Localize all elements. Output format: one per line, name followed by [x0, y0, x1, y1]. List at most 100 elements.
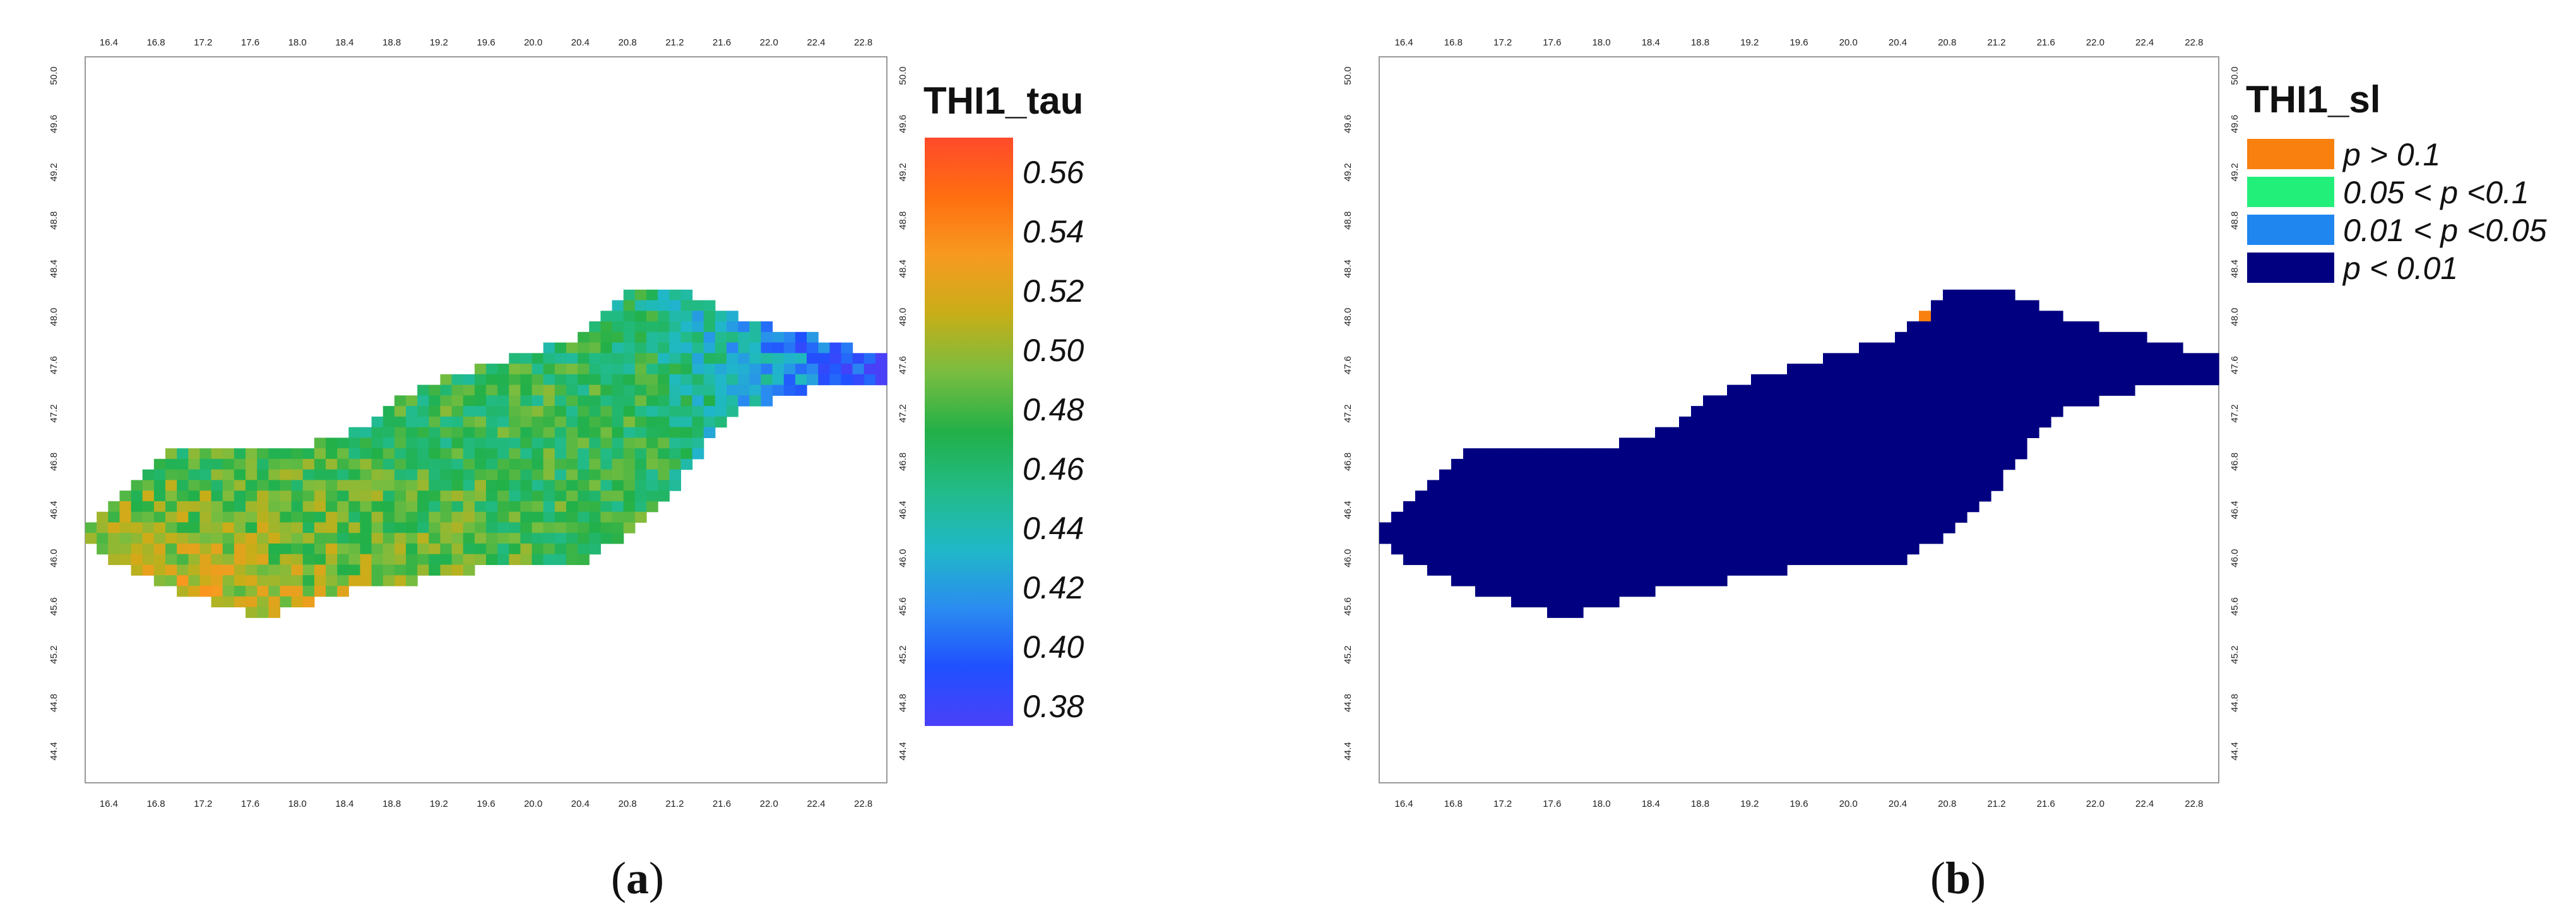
raster-cell	[1547, 469, 1560, 481]
raster-cell	[727, 342, 739, 354]
y-tick-label: 44.8	[1343, 694, 1353, 712]
raster-cell	[1859, 374, 1872, 386]
raster-cell	[1799, 406, 1812, 417]
raster-cell	[2123, 331, 2135, 343]
raster-cell	[497, 533, 509, 544]
raster-cell	[578, 331, 590, 343]
raster-cell	[1907, 353, 1920, 364]
raster-cell	[474, 480, 487, 491]
raster-cell	[1787, 448, 1800, 460]
raster-cell	[531, 427, 544, 438]
raster-cell	[1703, 480, 1716, 491]
raster-cell	[1943, 300, 1956, 311]
raster-cell	[199, 585, 212, 597]
raster-cell	[1655, 427, 1668, 438]
raster-cell	[1943, 342, 1956, 354]
raster-cell	[589, 374, 602, 386]
raster-cell	[1907, 491, 1920, 502]
raster-cell	[1859, 554, 1872, 566]
raster-cell	[1619, 437, 1632, 449]
raster-cell	[1787, 469, 1800, 481]
raster-cell	[451, 554, 464, 566]
raster-cell	[188, 448, 201, 460]
raster-cell	[486, 458, 498, 470]
raster-cell	[371, 575, 384, 586]
raster-cell	[1679, 511, 1692, 523]
raster-cell	[302, 554, 315, 566]
raster-cell	[451, 564, 464, 576]
raster-cell	[1811, 458, 1824, 470]
raster-cell	[326, 437, 338, 449]
raster-cell	[715, 416, 727, 428]
y-tick-label: 45.6	[1343, 597, 1353, 616]
raster-cell	[486, 374, 498, 386]
raster-cell	[211, 469, 223, 481]
raster-cell	[371, 480, 384, 491]
raster-cell	[394, 554, 407, 566]
raster-cell	[222, 511, 235, 523]
raster-cell	[2003, 321, 2015, 333]
raster-cell	[543, 554, 555, 566]
raster-cell	[761, 374, 773, 386]
raster-cell	[1919, 448, 1932, 460]
x-tick-label: 19.2	[430, 37, 448, 48]
raster-cell	[1871, 533, 1884, 544]
x-tick-label: 17.2	[194, 37, 212, 48]
raster-cell	[1943, 427, 1956, 438]
raster-cell	[1859, 353, 1872, 364]
raster-cell	[188, 575, 201, 586]
raster-cell	[543, 384, 555, 396]
raster-cell	[1727, 543, 1740, 555]
raster-cell	[1979, 491, 1991, 502]
raster-cell	[554, 364, 567, 375]
raster-cell	[165, 522, 177, 533]
raster-cell	[1787, 554, 1800, 566]
raster-cell	[1523, 491, 1536, 502]
raster-cell	[1919, 437, 1932, 449]
raster-cell	[1643, 458, 1656, 470]
raster-cell	[1763, 533, 1776, 544]
panel-b-legend-items: p > 0.10.05 < p <0.10.01 < p <0.05p < 0.…	[2247, 137, 2547, 286]
raster-cell	[520, 511, 533, 523]
raster-cell	[1943, 511, 1956, 523]
raster-cell	[1715, 448, 1728, 460]
raster-cell	[451, 395, 464, 407]
raster-cell	[566, 469, 578, 481]
y-tick-label: 44.4	[2229, 742, 2240, 760]
raster-cell	[2015, 427, 2027, 438]
panel-a-raster	[85, 289, 887, 618]
raster-cell	[589, 406, 602, 417]
raster-cell	[131, 533, 143, 544]
raster-cell	[715, 395, 727, 407]
raster-cell	[669, 395, 682, 407]
raster-cell	[2087, 395, 2099, 407]
raster-cell	[1763, 374, 1776, 386]
raster-cell	[177, 469, 189, 481]
raster-cell	[463, 511, 475, 523]
raster-cell	[1679, 458, 1692, 470]
raster-cell	[383, 554, 395, 566]
raster-cell	[2159, 364, 2171, 375]
raster-cell	[1895, 522, 1908, 533]
raster-cell	[1835, 437, 1848, 449]
raster-cell	[474, 406, 487, 417]
raster-cell	[2075, 331, 2087, 343]
raster-cell	[1559, 480, 1572, 491]
raster-cell	[1631, 533, 1644, 544]
raster-cell	[474, 511, 487, 523]
raster-cell	[1811, 416, 1824, 428]
raster-cell	[783, 342, 796, 354]
raster-cell	[795, 331, 807, 343]
raster-cell	[1643, 469, 1656, 481]
raster-cell	[543, 543, 555, 555]
raster-cell	[326, 448, 338, 460]
raster-cell	[1703, 469, 1716, 481]
raster-cell	[531, 437, 544, 449]
raster-cell	[1955, 311, 1968, 322]
raster-cell	[2015, 384, 2027, 396]
raster-cell	[1847, 458, 1860, 470]
raster-cell	[165, 469, 177, 481]
raster-cell	[1955, 300, 1968, 311]
raster-cell	[360, 501, 372, 513]
raster-cell	[1559, 469, 1572, 481]
